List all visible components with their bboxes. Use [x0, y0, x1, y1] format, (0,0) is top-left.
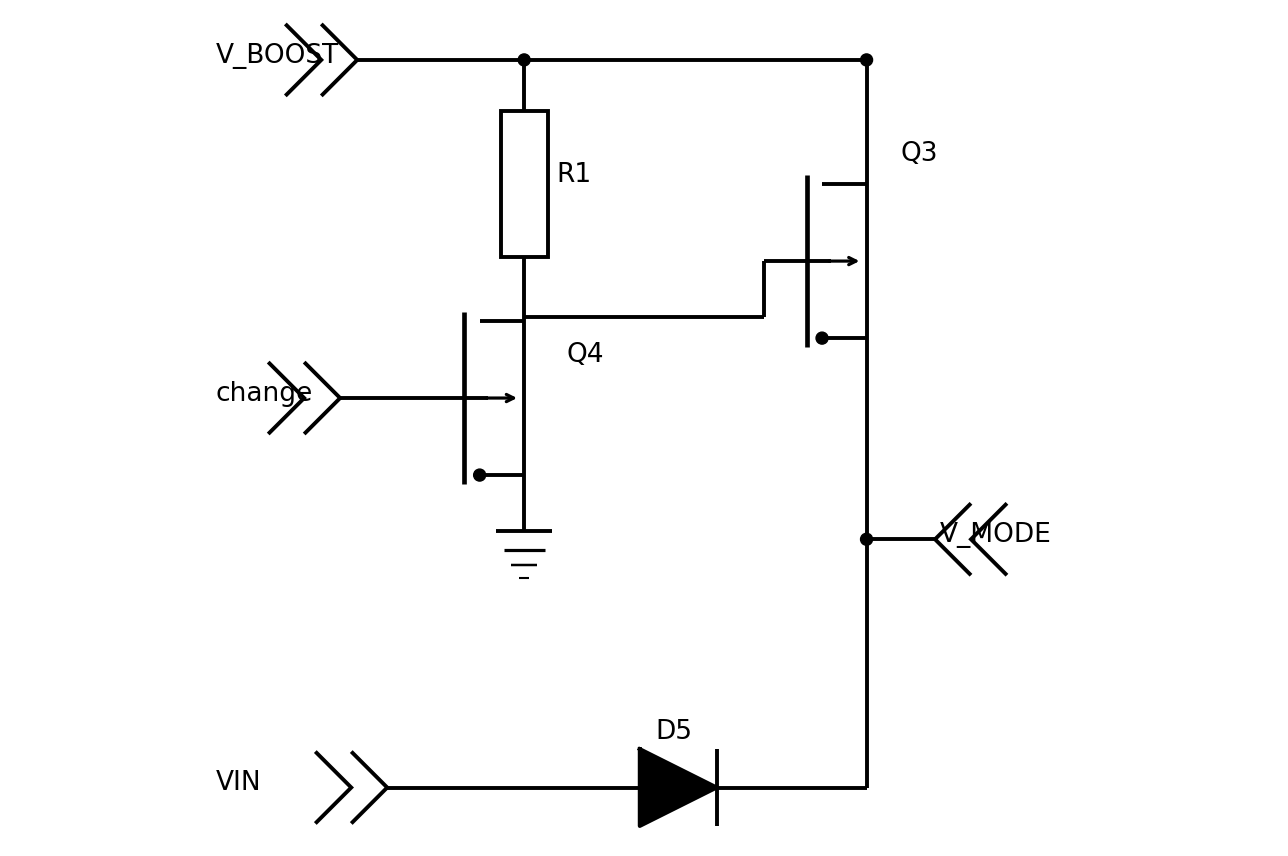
Circle shape — [518, 54, 531, 66]
Text: R1: R1 — [556, 163, 591, 188]
Text: V_BOOST: V_BOOST — [216, 43, 339, 68]
Text: V_MODE: V_MODE — [939, 522, 1051, 548]
Text: VIN: VIN — [216, 770, 261, 796]
Text: Q4: Q4 — [567, 342, 604, 368]
Text: change: change — [216, 381, 313, 407]
Circle shape — [474, 469, 486, 481]
Circle shape — [817, 332, 828, 344]
Text: D5: D5 — [656, 719, 693, 745]
Polygon shape — [640, 749, 716, 826]
Circle shape — [860, 533, 872, 545]
Text: Q3: Q3 — [900, 141, 938, 167]
Bar — [501, 111, 547, 257]
Circle shape — [860, 54, 872, 66]
